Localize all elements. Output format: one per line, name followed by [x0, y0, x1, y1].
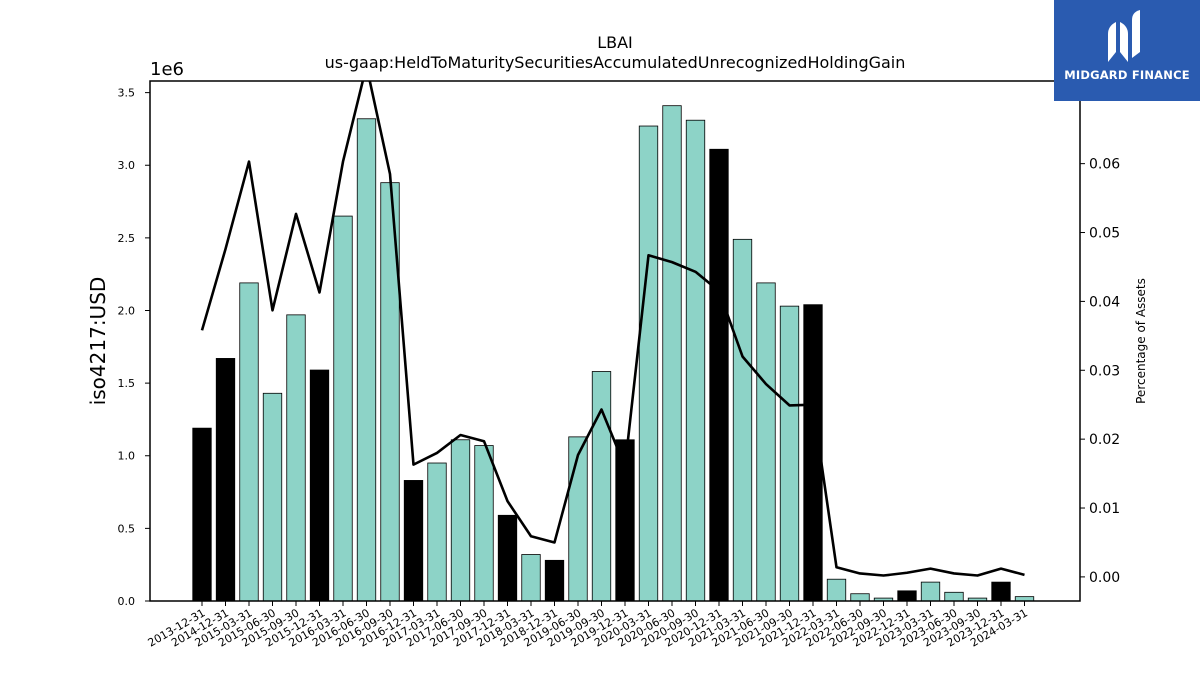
logo-mark-icon [1108, 10, 1140, 62]
bar-2019-09-30 [591, 371, 612, 602]
bar-2018-03-31 [521, 554, 541, 602]
y2-tick-label: 0.05 [1089, 226, 1120, 242]
y2-tick-label: 0.03 [1089, 363, 1120, 379]
bar-2020-12-31 [709, 148, 729, 602]
y-axis-offset-label: 1e6 [150, 59, 184, 80]
y-axis-ticks: 0.0 0.5 1.0 1.5 2.0 2.5 3.0 3.5 [118, 87, 150, 608]
y-tick-label: 3.5 [118, 87, 136, 100]
bar-2022-06-30 [850, 593, 870, 602]
y2-axis-label: Percentage of Assets [1134, 278, 1148, 404]
y2-tick-label: 0.04 [1089, 294, 1120, 310]
percentage-line-series [200, 81, 1025, 577]
bar-2022-03-31 [826, 578, 847, 602]
bar-2015-06-30 [262, 392, 283, 602]
bar-2023-03-31 [920, 581, 941, 602]
bar-2022-12-31 [897, 590, 917, 602]
y-tick-label: 2.5 [118, 232, 136, 245]
bar-2017-09-30 [474, 445, 494, 602]
bar-2013-12-31 [192, 427, 212, 602]
y-tick-label: 3.0 [118, 159, 136, 172]
y2-tick-label: 0.01 [1089, 501, 1120, 517]
midgard-finance-logo: MIDGARD FINANCE [1054, 0, 1200, 101]
plot-frame [149, 80, 1081, 602]
bar-series [192, 105, 1035, 602]
bar-2018-12-31 [544, 559, 565, 602]
bar-2021-09-30 [779, 305, 800, 602]
bar-2016-06-30 [356, 118, 377, 602]
y2-axis-ticks: 0.000.010.020.030.040.050.060.07 [1080, 88, 1120, 586]
bar-2015-03-31 [239, 282, 259, 602]
bar-2017-03-31 [427, 462, 447, 602]
chart-title: LBAI [597, 33, 633, 52]
bar-2017-12-31 [497, 514, 518, 602]
y-tick-label: 0.5 [118, 522, 136, 535]
percentage-line [200, 81, 1025, 577]
bar-2023-12-31 [991, 581, 1011, 602]
bar-2020-03-31 [638, 125, 659, 602]
y2-tick-label: 0.02 [1089, 432, 1120, 448]
y2-tick-label: 0.06 [1089, 157, 1120, 173]
bar-2021-06-30 [756, 282, 776, 602]
bar-2021-03-31 [732, 238, 753, 602]
bar-2015-09-30 [286, 314, 306, 602]
bar-2017-06-30 [450, 439, 471, 602]
y-axis-label: iso4217:USD [86, 277, 110, 406]
bar-2015-12-31 [309, 369, 330, 602]
bar-2020-06-30 [662, 105, 682, 602]
bar-2016-12-31 [403, 480, 424, 602]
bar-2020-09-30 [685, 119, 706, 602]
y-tick-label: 1.5 [118, 377, 136, 390]
x-axis-ticks: 2013-12-312014-12-312015-03-312015-06-30… [146, 601, 1030, 650]
logo-text: MIDGARD FINANCE [1064, 68, 1190, 82]
bar-2019-06-30 [568, 436, 588, 602]
bar-2014-12-31 [215, 358, 236, 602]
bar-2023-06-30 [944, 591, 964, 602]
y2-tick-label: 0.00 [1089, 570, 1120, 586]
y-tick-label: 0.0 [118, 595, 136, 608]
bar-2016-03-31 [333, 215, 353, 602]
y-tick-label: 1.0 [118, 450, 136, 463]
chart-subtitle: us-gaap:HeldToMaturitySecuritiesAccumula… [325, 53, 906, 72]
y-tick-label: 2.0 [118, 304, 136, 317]
